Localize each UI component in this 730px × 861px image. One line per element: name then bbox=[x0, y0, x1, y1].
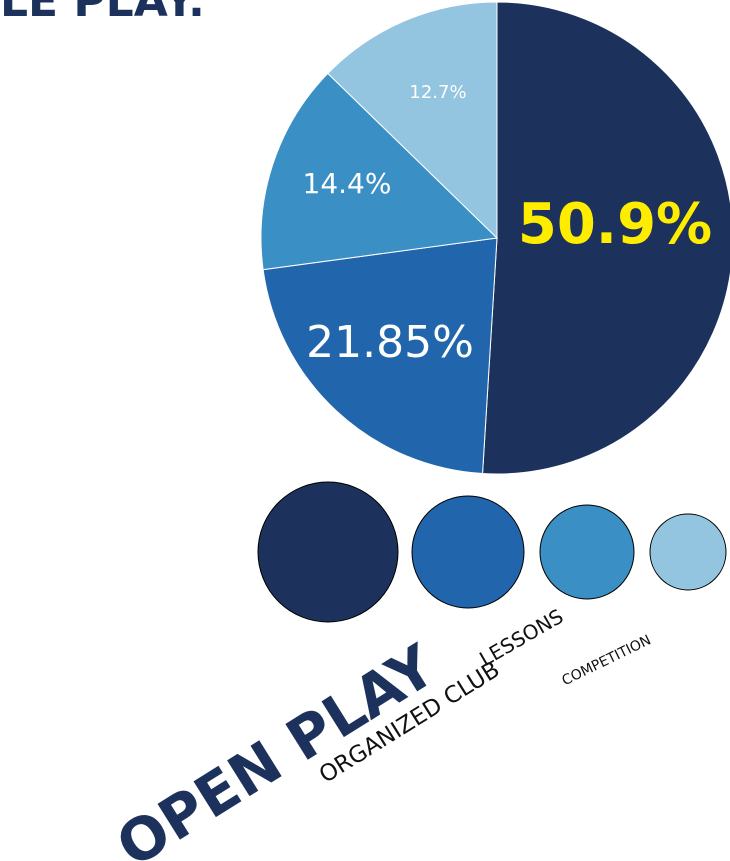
legend-swatch bbox=[539, 504, 635, 600]
legend-swatch bbox=[411, 495, 525, 609]
pie-slice bbox=[262, 237, 498, 475]
chart-title: LE PLAY. bbox=[0, 0, 205, 27]
pie-slice bbox=[327, 1, 498, 240]
legend-swatch bbox=[649, 513, 727, 591]
pie-slice bbox=[260, 72, 499, 271]
pie-slice bbox=[482, 1, 730, 475]
value-label: 21.85% bbox=[306, 317, 474, 368]
value-label: 14.4% bbox=[303, 167, 392, 200]
legend-label: LESSONS bbox=[475, 604, 567, 671]
value-label: 50.9% bbox=[518, 192, 712, 257]
legend-swatch bbox=[257, 481, 399, 623]
value-label: 12.7% bbox=[409, 82, 466, 103]
legend-label: COMPETITION bbox=[559, 632, 653, 689]
